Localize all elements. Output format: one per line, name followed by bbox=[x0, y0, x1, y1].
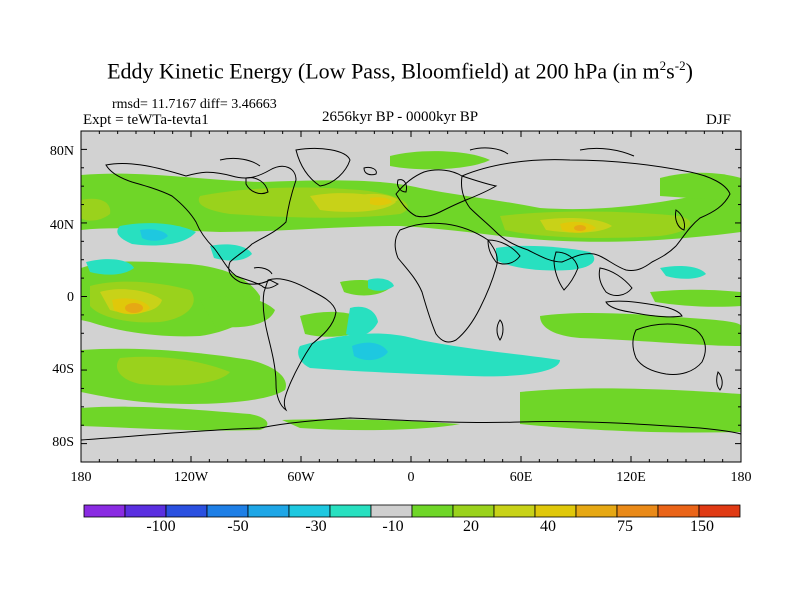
coast-uk bbox=[397, 179, 407, 193]
colorbar-swatch bbox=[616, 504, 659, 518]
lat-label-40n: 40N bbox=[49, 218, 74, 233]
contour-central-pacific-neg bbox=[86, 259, 134, 275]
colorbar-label: 40 bbox=[540, 518, 556, 535]
colorbar-swatch bbox=[493, 504, 536, 518]
colorbar-label: -100 bbox=[146, 518, 176, 535]
contour-south-lower bbox=[81, 406, 268, 431]
coast-southeast-asia bbox=[598, 267, 633, 296]
colorbar bbox=[83, 504, 741, 518]
eke-positive-max bbox=[125, 225, 586, 313]
coast-arabia bbox=[487, 239, 521, 265]
contour-north-pacific-neg-mid bbox=[140, 229, 168, 241]
contour-south-core bbox=[116, 356, 230, 386]
lon-label-180e: 180 bbox=[730, 470, 752, 485]
coast-india bbox=[553, 251, 579, 291]
colorbar-swatch bbox=[288, 504, 331, 518]
contour-east-pacific-neg bbox=[660, 266, 706, 279]
contour-south-atlantic-neg bbox=[346, 306, 378, 337]
colorbar-swatch bbox=[575, 504, 618, 518]
period-label: 2656kyr BP - 0000kyr BP bbox=[321, 109, 479, 125]
contour-asia-max bbox=[574, 225, 586, 231]
coast-greenland bbox=[295, 147, 351, 187]
contour-southeast-pacific bbox=[520, 388, 741, 433]
colorbar-swatch bbox=[247, 504, 290, 518]
coast-indonesia bbox=[605, 300, 683, 318]
coast-australia bbox=[632, 323, 706, 375]
contour-arctic-cap bbox=[390, 151, 490, 170]
coast-antarctica bbox=[81, 417, 741, 441]
axis-ticks bbox=[80, 130, 742, 463]
contour-indian-ocean bbox=[540, 312, 741, 346]
colorbar-swatch bbox=[124, 504, 167, 518]
colorbar-swatch bbox=[370, 504, 413, 518]
contour-eastern-pacific bbox=[200, 295, 275, 328]
map-title: Eddy Kinetic Energy (Low Pass, Bloomfiel… bbox=[107, 58, 693, 84]
lat-label-0: 0 bbox=[67, 290, 74, 305]
season-label: DJF bbox=[706, 112, 732, 128]
coastlines bbox=[81, 147, 741, 441]
coast-iceland bbox=[363, 167, 377, 176]
lon-label-180w: 180 bbox=[70, 470, 92, 485]
contour-atlantic-peak bbox=[370, 197, 392, 206]
colorbar-swatch bbox=[452, 504, 495, 518]
coast-new-zealand bbox=[716, 371, 723, 391]
coast-south-america bbox=[262, 278, 337, 412]
colorbar-swatch bbox=[411, 504, 454, 518]
lon-label-60w: 60W bbox=[287, 470, 315, 485]
contour-pacific-max bbox=[125, 303, 143, 313]
coast-japan bbox=[675, 209, 685, 231]
colorbar-swatch bbox=[534, 504, 577, 518]
colorbar-swatch bbox=[329, 504, 372, 518]
coast-caribbean bbox=[253, 267, 273, 275]
lon-label-60e: 60E bbox=[509, 470, 533, 485]
lon-label-0: 0 bbox=[407, 470, 415, 485]
colorbar-swatch bbox=[83, 504, 126, 518]
contour-west-atlantic bbox=[81, 198, 111, 221]
colorbar-label: 75 bbox=[617, 518, 633, 535]
colorbar-label: -50 bbox=[227, 518, 249, 535]
colorbar-swatch bbox=[206, 504, 249, 518]
colorbar-label: 150 bbox=[690, 518, 714, 535]
lon-label-120w: 120W bbox=[173, 470, 209, 485]
colorbar-label: -30 bbox=[305, 518, 327, 535]
coast-asia bbox=[461, 159, 731, 271]
coast-arctic-islands bbox=[219, 147, 635, 167]
colorbar-swatch bbox=[698, 504, 741, 518]
contour-west-pacific bbox=[650, 289, 741, 307]
contour-fields bbox=[81, 151, 741, 433]
coast-europe bbox=[395, 169, 498, 218]
stats-text: rmsd= 11.7167 diff= 3.46663 bbox=[112, 97, 277, 112]
colorbar-label: 20 bbox=[463, 518, 479, 535]
contour-north-africa-neg bbox=[368, 278, 394, 291]
eke-negative-mid bbox=[140, 229, 388, 361]
contour-antarctic-edge bbox=[282, 419, 460, 431]
coast-hudson-bay bbox=[245, 177, 269, 195]
coast-madagascar bbox=[496, 319, 504, 341]
lat-label-80n: 80N bbox=[49, 144, 74, 159]
colorbar-label: -10 bbox=[382, 518, 404, 535]
lat-label-80s: 80S bbox=[52, 435, 74, 450]
colorbar-swatch bbox=[165, 504, 208, 518]
coast-africa bbox=[394, 222, 498, 343]
contour-north-pacific-west bbox=[660, 172, 741, 200]
lon-label-120e: 120E bbox=[616, 470, 646, 485]
lat-label-40s: 40S bbox=[52, 362, 74, 377]
colorbar-swatch bbox=[657, 504, 700, 518]
contour-south-ocean-neg-mid bbox=[352, 342, 388, 361]
experiment-label: Expt = teWTa-tevta1 bbox=[83, 112, 209, 128]
